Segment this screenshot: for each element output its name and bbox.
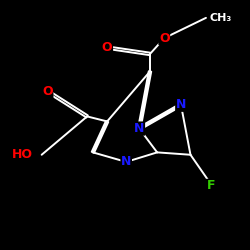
Text: N: N [176, 98, 186, 111]
Text: O: O [42, 85, 53, 98]
Text: N: N [134, 122, 144, 135]
Text: N: N [121, 156, 132, 168]
Text: F: F [206, 180, 215, 192]
Text: CH₃: CH₃ [210, 13, 232, 23]
Text: HO: HO [12, 148, 33, 161]
Text: O: O [102, 41, 113, 54]
Text: O: O [159, 32, 170, 44]
